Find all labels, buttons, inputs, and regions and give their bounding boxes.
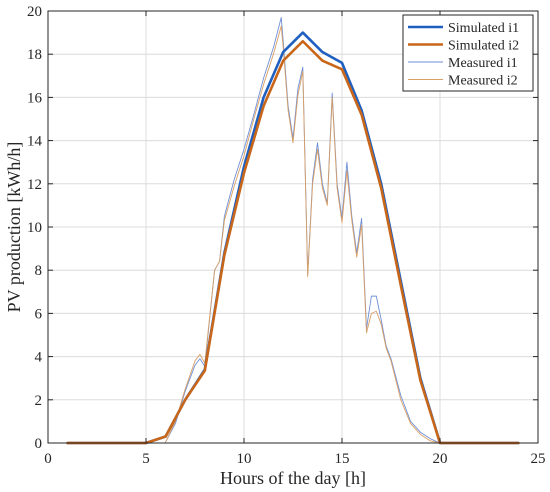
x-tick-label: 10 bbox=[237, 451, 252, 467]
axis-ticks bbox=[47, 10, 539, 444]
y-tick-label: 2 bbox=[35, 393, 43, 409]
y-tick-label: 0 bbox=[35, 436, 43, 452]
series-line-measured-i2 bbox=[165, 25, 441, 444]
x-tick-label: 25 bbox=[531, 451, 546, 467]
legend: Simulated i1 Simulated i2 Measured i1 Measu… bbox=[402, 14, 534, 92]
y-axis-title: PV production [kWh/h] bbox=[4, 142, 24, 313]
legend-label: Simulated i2 bbox=[448, 39, 519, 54]
y-tick-label: 10 bbox=[27, 220, 42, 236]
y-tick-label: 8 bbox=[35, 263, 43, 279]
x-tick-label: 5 bbox=[142, 451, 150, 467]
legend-label: Measured i1 bbox=[448, 56, 518, 71]
legend-label: Measured i2 bbox=[448, 74, 518, 89]
y-tick-label: 12 bbox=[27, 177, 42, 193]
y-tick-label: 18 bbox=[27, 47, 42, 63]
x-tick-label: 20 bbox=[433, 451, 448, 467]
y-tick-label: 20 bbox=[27, 4, 42, 20]
x-axis-title: Hours of the day [h] bbox=[220, 468, 366, 488]
legend-label: Simulated i1 bbox=[448, 21, 519, 36]
y-tick-label: 4 bbox=[35, 350, 43, 366]
y-tick-label: 6 bbox=[35, 306, 43, 322]
tick-labels: 0 5 10 15 20 25 0 2 4 6 8 10 12 14 16 18 20 bbox=[27, 4, 546, 467]
y-tick-label: 14 bbox=[27, 134, 43, 150]
x-tick-label: 0 bbox=[44, 451, 52, 467]
x-tick-label: 15 bbox=[335, 451, 350, 467]
y-tick-label: 16 bbox=[27, 90, 43, 106]
